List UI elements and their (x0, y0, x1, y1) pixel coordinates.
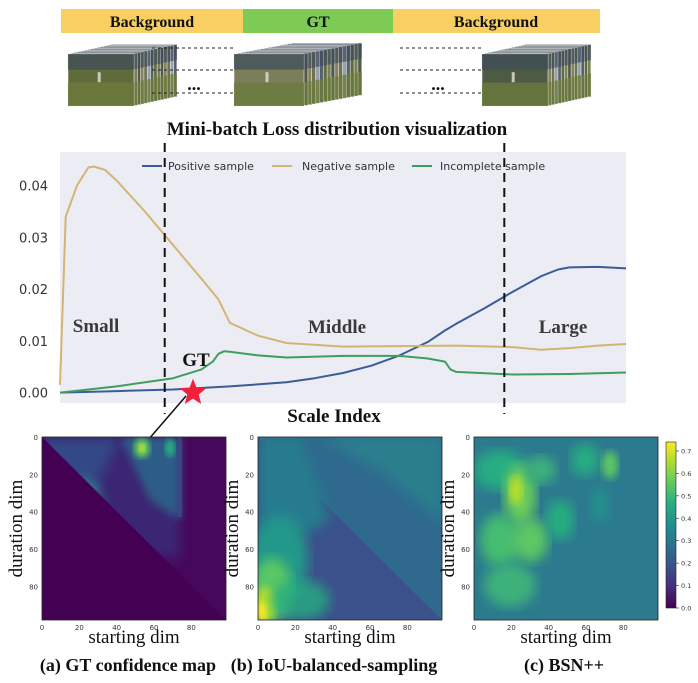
heatmap-y-tick: 0 (250, 434, 254, 442)
colorbar-ticks: 0.0 0.1 0.2 0.3 0.4 0.5 0.6 0.7 (676, 447, 691, 613)
heatmap-y-tick: 0 (34, 434, 38, 442)
gt-bar-label: GT (306, 14, 329, 31)
heatmap-axes: 0 20 40 60 80 0 20 40 60 80 starting dim duration d… (6, 434, 628, 676)
ellipsis-right: ... (431, 74, 445, 94)
heatmap-c-content (474, 437, 658, 620)
colorbar-tick-label: 0.6 (681, 470, 691, 478)
heatmap-y-tick: 0 (466, 434, 470, 442)
heatmap-y-tick: 80 (461, 583, 470, 591)
colorbar-tick-label: 0.5 (681, 492, 691, 500)
ellipsis-left: ... (187, 74, 201, 94)
gt-point-label: GT (182, 350, 210, 371)
heatmap-x-tick: 20 (75, 624, 84, 632)
heatmap-caption: (b) IoU-balanced-sampling (231, 655, 438, 676)
series-line-1 (59, 165, 627, 385)
colorbar-tick-label: 0.3 (681, 537, 691, 545)
video-frame-stacks (67, 42, 592, 107)
colorbar-tick-label: 0.0 (681, 605, 691, 613)
heatmap-y-tick: 80 (245, 583, 254, 591)
heatmap-x-tick: 80 (619, 624, 628, 632)
x-axis-label: Scale Index (287, 406, 381, 427)
heatmap-a-lower-triangle (42, 437, 226, 620)
colorbar-tick-label: 0.7 (681, 447, 691, 455)
heatmap-x-tick: 60 (366, 624, 375, 632)
legend-label-positive: Positive sample (168, 160, 254, 173)
y-axis: 0.00 0.01 0.02 0.03 0.04 (19, 180, 48, 402)
y-tick-label: 0.03 (19, 231, 48, 246)
heatmap-y-tick: 20 (245, 471, 254, 479)
plot-area (60, 152, 626, 403)
frame-dashed-guides (152, 47, 484, 94)
heatmap-y-tick: 60 (29, 546, 38, 554)
heatmap-x-tick: 0 (40, 624, 44, 632)
colorbar-tick-label: 0.1 (681, 582, 691, 590)
series-lines (59, 165, 627, 394)
region-label-large: Large (539, 317, 588, 338)
series-line-2 (59, 350, 627, 394)
legend-label-negative: Negative sample (302, 160, 395, 173)
background-label-right: Background (454, 14, 538, 31)
heatmap-y-tick: 60 (461, 546, 470, 554)
heatmap-x-tick: 20 (507, 624, 516, 632)
heatmap-y-label: duration dim (6, 479, 27, 577)
series-line-0 (59, 265, 627, 394)
y-tick-label: 0.02 (19, 283, 48, 298)
background-bar-left (61, 9, 243, 33)
heatmap-caption: (c) BSN++ (524, 655, 604, 676)
heatmap-x-tick: 60 (150, 624, 159, 632)
heatmap-y-tick: 40 (29, 509, 38, 517)
frame-stack-1 (233, 42, 363, 107)
heatmap-x-tick: 80 (403, 624, 412, 632)
legend-label-incomplete: Incomplete sample (440, 160, 545, 173)
region-dividers (163, 143, 506, 414)
heatmap-x-tick: 40 (544, 624, 553, 632)
heatmap-x-tick: 0 (256, 624, 260, 632)
colorbar: 0.0 0.1 0.2 0.3 0.4 0.5 0.6 0.7 (665, 441, 691, 613)
heatmap-x-tick: 0 (472, 624, 476, 632)
gt-star-icon (179, 378, 207, 404)
main-title: Mini-batch Loss distribution visualizati… (167, 119, 508, 140)
gt-bar (243, 9, 393, 33)
y-tick-label: 0.01 (19, 335, 48, 350)
heatmap-x-tick: 80 (187, 624, 196, 632)
heatmap-y-label: duration dim (222, 479, 243, 577)
heatmap-y-tick: 40 (461, 509, 470, 517)
background-bar-right (393, 9, 600, 33)
heatmap-x-tick: 60 (582, 624, 591, 632)
colorbar-gradient (665, 441, 677, 609)
heatmap-y-tick: 20 (29, 471, 38, 479)
background-label-left: Background (110, 14, 194, 31)
heatmap-gt-confidence (41, 436, 227, 621)
heatmap-y-tick: 40 (245, 509, 254, 517)
heatmap-x-label: starting dim (520, 627, 612, 648)
frame-stack-2 (481, 44, 592, 107)
frame-stack-0 (67, 44, 178, 107)
gt-star-shape (179, 378, 207, 404)
legend: Positive sample Negative sample Incomple… (142, 160, 545, 173)
heatmap-y-tick: 80 (29, 583, 38, 591)
heatmap-iou-balanced (257, 436, 443, 621)
region-label-small: Small (73, 316, 119, 337)
heatmap-x-label: starting dim (88, 627, 180, 648)
heatmap-x-tick: 40 (328, 624, 337, 632)
loss-line-chart: 0.00 0.01 0.02 0.03 0.04 Positive sample Neg… (19, 143, 627, 427)
heatmap-x-tick: 20 (291, 624, 300, 632)
y-tick-label: 0.00 (19, 387, 48, 402)
heatmap-bsn (473, 436, 659, 621)
heatmap-y-tick: 60 (245, 546, 254, 554)
top-banner: Background GT Background (61, 9, 600, 33)
heatmap-b-content (258, 437, 442, 620)
colorbar-tick-label: 0.2 (681, 560, 691, 568)
colorbar-tick-label: 0.4 (681, 515, 691, 523)
heatmap-x-label: starting dim (304, 627, 396, 648)
heatmap-y-tick: 20 (461, 471, 470, 479)
heatmap-x-tick: 40 (112, 624, 121, 632)
region-label-middle: Middle (308, 317, 366, 338)
y-tick-label: 0.04 (19, 180, 48, 195)
heatmap-caption: (a) GT confidence map (40, 655, 216, 676)
heatmap-y-label: duration dim (438, 479, 459, 577)
